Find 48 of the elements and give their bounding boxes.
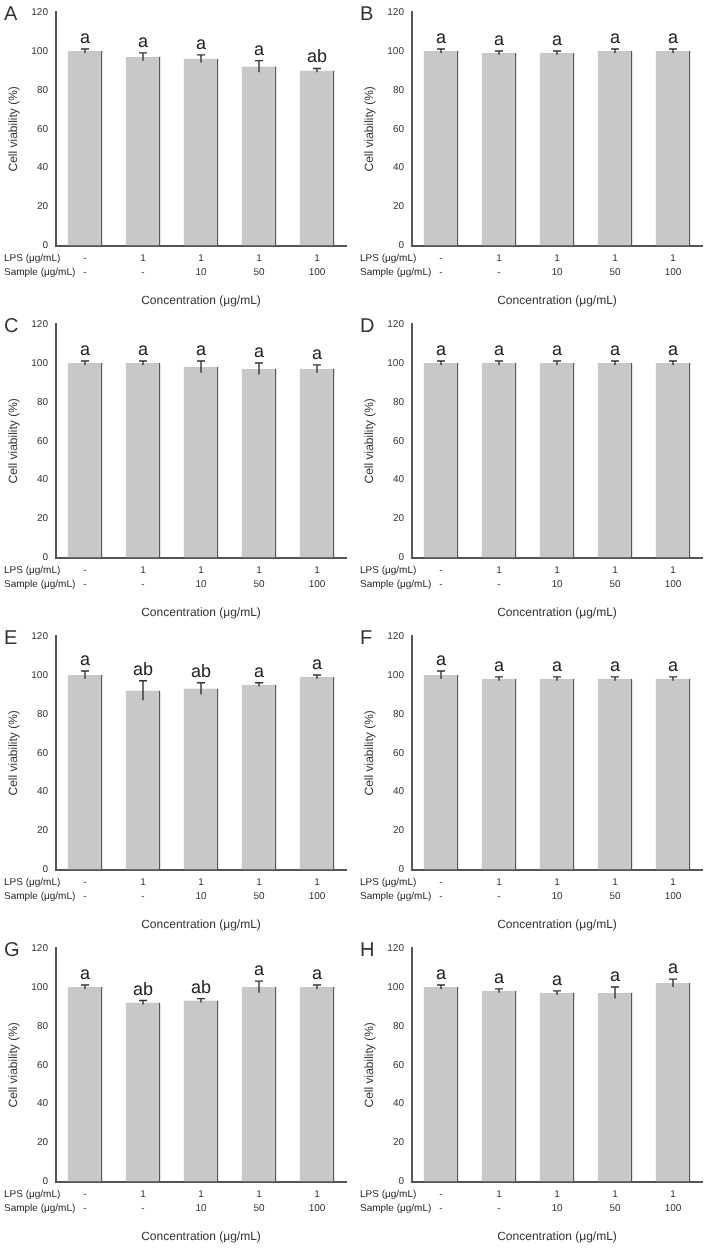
annotation: a — [551, 654, 563, 675]
annotation: ab — [190, 660, 212, 681]
annotation: a — [195, 32, 207, 53]
annotation: a — [609, 654, 621, 675]
chart-title: D — [360, 315, 375, 338]
annotation: a — [667, 26, 679, 47]
annotation: a — [435, 26, 447, 47]
annotation: a — [609, 26, 621, 47]
annotation: a — [137, 30, 149, 51]
annotation: a — [609, 338, 621, 359]
annotation: ab — [132, 978, 154, 999]
annotation: a — [137, 338, 149, 359]
annotation: a — [253, 660, 265, 681]
annotation: a — [253, 38, 265, 59]
annotation: a — [667, 338, 679, 359]
chart-title: B — [360, 3, 374, 26]
annotation: ab — [190, 976, 212, 997]
annotation: a — [493, 28, 505, 49]
annotation: a — [493, 654, 505, 675]
annotation: a — [667, 654, 679, 675]
annotation: a — [435, 962, 447, 983]
annotation: a — [551, 338, 563, 359]
annotation: a — [79, 338, 91, 359]
annotation: a — [493, 966, 505, 987]
annotation: a — [435, 649, 447, 670]
chart-title: G — [4, 939, 20, 962]
annotation: a — [79, 26, 91, 47]
chart-title: A — [4, 3, 18, 26]
annotation: a — [609, 964, 621, 985]
annotation: ab — [132, 658, 154, 679]
annotation: a — [551, 28, 563, 49]
annotation: a — [435, 338, 447, 359]
annotation: a — [253, 340, 265, 361]
annotation: a — [493, 338, 505, 359]
chart-title: F — [360, 627, 373, 650]
annotation: a — [79, 649, 91, 670]
annotation: a — [79, 962, 91, 983]
annotation: a — [311, 962, 323, 983]
annotation: a — [311, 652, 323, 673]
annotation: a — [667, 957, 679, 978]
annotation: a — [551, 968, 563, 989]
annotation: a — [195, 338, 207, 359]
chart-title: C — [4, 315, 19, 338]
annotation: ab — [306, 46, 328, 67]
chart-title: H — [360, 939, 375, 962]
chart-title: E — [4, 627, 18, 650]
annotation: a — [253, 959, 265, 980]
annotation: a — [311, 342, 323, 363]
